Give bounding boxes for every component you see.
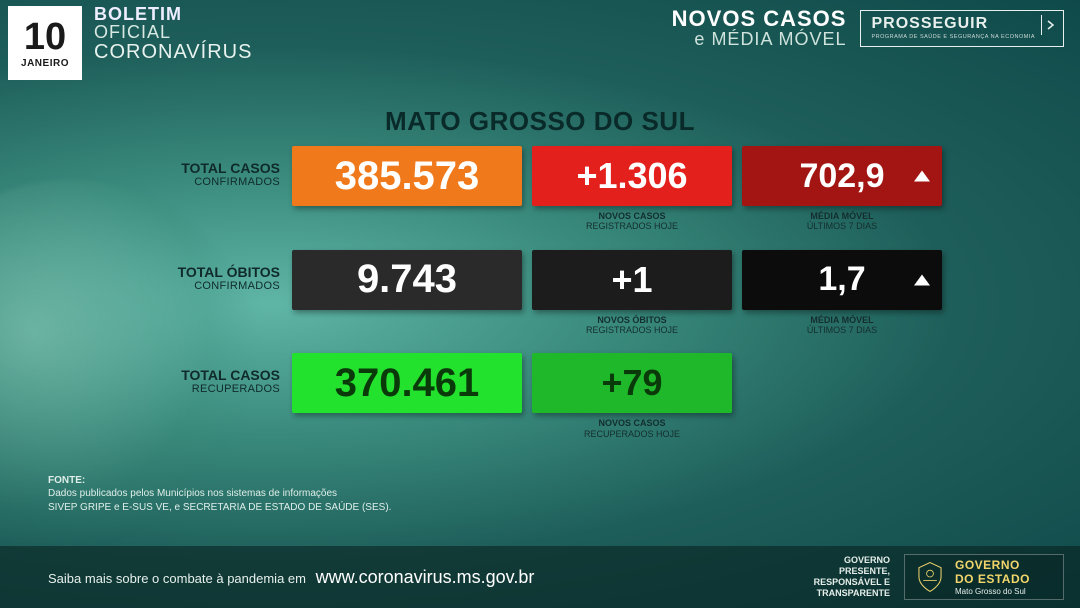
deaths-avg-sub-l1: MÉDIA MÓVEL <box>807 315 877 325</box>
gov-tag-l4: TRANSPARENTE <box>814 588 890 599</box>
state-title: MATO GROSSO DO SUL <box>0 106 1080 137</box>
title-line-3: CORONAVÍRUS <box>94 41 252 64</box>
deaths-avg-cell: 1,7 MÉDIA MÓVEL ÚLTIMOS 7 DIAS <box>742 250 942 336</box>
gov-logo-l1: GOVERNO <box>955 558 1030 572</box>
subtitle-prefix: e <box>694 29 711 49</box>
cases-new-box: +1.306 <box>532 146 732 206</box>
footer-url[interactable]: www.coronavirus.ms.gov.br <box>316 567 535 587</box>
date-month: JANEIRO <box>21 58 69 69</box>
subtitle-main: MÉDIA MÓVEL <box>711 29 846 49</box>
source-title: FONTE: <box>48 474 391 488</box>
date-day: 10 <box>24 18 66 56</box>
recovered-total-box: 370.461 <box>292 353 522 413</box>
row-cases-label-l2: CONFIRMADOS <box>122 176 280 188</box>
recovered-new-sub-l1: NOVOS CASOS <box>584 418 680 428</box>
footer-more: Saiba mais sobre o combate à pandemia em… <box>48 567 534 588</box>
cases-total-cell: 385.573 <box>292 146 522 206</box>
gov-tag-l2: PRESENTE, <box>814 566 890 577</box>
gov-tag-l1: GOVERNO <box>814 555 890 566</box>
row-recovered-label-l1: TOTAL CASOS <box>122 367 280 383</box>
row-deaths-cells: 9.743 +1 NOVOS ÓBITOS REGISTRADOS HOJE 1… <box>292 250 942 336</box>
row-deaths: TOTAL ÓBITOS CONFIRMADOS 9.743 +1 NOVOS … <box>122 250 952 336</box>
subtitle-block: NOVOS CASOS e MÉDIA MÓVEL <box>672 8 847 48</box>
row-cases-label: TOTAL CASOS CONFIRMADOS <box>122 146 292 188</box>
row-deaths-label-l2: CONFIRMADOS <box>122 280 280 292</box>
row-recovered-label-l2: RECUPERADOS <box>122 383 280 395</box>
gov-logo-text: GOVERNO DO ESTADO Mato Grosso do Sul <box>955 558 1030 596</box>
prosseguir-sub: PROGRAMA DE SAÚDE E SEGURANÇA NA ECONOMI… <box>871 34 1035 40</box>
row-recovered-cells: 370.461 +79 NOVOS CASOS RECUPERADOS HOJE <box>292 353 732 439</box>
recovered-new-cell: +79 NOVOS CASOS RECUPERADOS HOJE <box>532 353 732 439</box>
gov-tag-l3: RESPONSÁVEL E <box>814 577 890 588</box>
stats-rows: TOTAL CASOS CONFIRMADOS 385.573 +1.306 N… <box>122 146 952 457</box>
cases-new-cell: +1.306 NOVOS CASOS REGISTRADOS HOJE <box>532 146 732 232</box>
trend-up-icon <box>914 274 930 285</box>
deaths-total-box: 9.743 <box>292 250 522 310</box>
date-box: 10 JANEIRO <box>8 6 82 80</box>
gov-logo-l3: Mato Grosso do Sul <box>955 587 1030 596</box>
row-recovered: TOTAL CASOS RECUPERADOS 370.461 +79 NOVO… <box>122 353 952 439</box>
cases-new-sub: NOVOS CASOS REGISTRADOS HOJE <box>586 211 678 232</box>
recovered-new-box: +79 <box>532 353 732 413</box>
recovered-total-cell: 370.461 <box>292 353 522 413</box>
deaths-new-sub-l1: NOVOS ÓBITOS <box>586 315 678 325</box>
prosseguir-badge: PROSSEGUIR PROGRAMA DE SAÚDE E SEGURANÇA… <box>860 10 1064 47</box>
title-line-2: OFICIAL <box>94 22 252 43</box>
source-line-1: Dados publicados pelos Municípios nos si… <box>48 487 391 501</box>
row-deaths-label-l1: TOTAL ÓBITOS <box>122 264 280 280</box>
prosseguir-title: PROSSEGUIR <box>871 15 1035 33</box>
deaths-new-box: +1 <box>532 250 732 310</box>
row-cases-label-l1: TOTAL CASOS <box>122 160 280 176</box>
deaths-avg-sub-l2: ÚLTIMOS 7 DIAS <box>807 325 877 335</box>
gov-block: GOVERNO PRESENTE, RESPONSÁVEL E TRANSPAR… <box>814 554 1064 600</box>
subtitle-line-1: NOVOS CASOS <box>672 8 847 30</box>
deaths-new-sub: NOVOS ÓBITOS REGISTRADOS HOJE <box>586 315 678 336</box>
recovered-new-sub: NOVOS CASOS RECUPERADOS HOJE <box>584 418 680 439</box>
trend-up-icon <box>914 171 930 182</box>
row-cases: TOTAL CASOS CONFIRMADOS 385.573 +1.306 N… <box>122 146 952 232</box>
source-line-2: SIVEP GRIPE e E-SUS VE, e SECRETARIA DE … <box>48 501 391 515</box>
gov-tagline: GOVERNO PRESENTE, RESPONSÁVEL E TRANSPAR… <box>814 555 890 598</box>
deaths-avg-box: 1,7 <box>742 250 942 310</box>
gov-logo-l2: DO ESTADO <box>955 572 1030 586</box>
deaths-new-cell: +1 NOVOS ÓBITOS REGISTRADOS HOJE <box>532 250 732 336</box>
header: 10 JANEIRO BOLETIM OFICIAL CORONAVÍRUS N… <box>0 0 1080 78</box>
cases-avg-sub-l2: ÚLTIMOS 7 DIAS <box>807 221 877 231</box>
chevron-right-icon <box>1041 15 1059 35</box>
footer-bar: Saiba mais sobre o combate à pandemia em… <box>0 546 1080 608</box>
cases-new-sub-l2: REGISTRADOS HOJE <box>586 221 678 231</box>
gov-logo: GOVERNO DO ESTADO Mato Grosso do Sul <box>904 554 1064 600</box>
row-recovered-label: TOTAL CASOS RECUPERADOS <box>122 353 292 395</box>
row-deaths-label: TOTAL ÓBITOS CONFIRMADOS <box>122 250 292 292</box>
cases-avg-sub: MÉDIA MÓVEL ÚLTIMOS 7 DIAS <box>807 211 877 232</box>
crest-icon <box>913 560 947 594</box>
bulletin-title: BOLETIM OFICIAL CORONAVÍRUS <box>94 4 252 64</box>
cases-total-box: 385.573 <box>292 146 522 206</box>
deaths-new-sub-l2: REGISTRADOS HOJE <box>586 325 678 335</box>
deaths-avg-sub: MÉDIA MÓVEL ÚLTIMOS 7 DIAS <box>807 315 877 336</box>
header-right: NOVOS CASOS e MÉDIA MÓVEL PROSSEGUIR PRO… <box>672 8 1064 48</box>
subtitle-line-2: e MÉDIA MÓVEL <box>672 30 847 48</box>
footer-more-prefix: Saiba mais sobre o combate à pandemia em <box>48 571 306 586</box>
cases-avg-box: 702,9 <box>742 146 942 206</box>
deaths-total-cell: 9.743 <box>292 250 522 310</box>
cases-avg-sub-l1: MÉDIA MÓVEL <box>807 211 877 221</box>
cases-new-sub-l1: NOVOS CASOS <box>586 211 678 221</box>
source-block: FONTE: Dados publicados pelos Municípios… <box>48 474 391 515</box>
cases-avg-cell: 702,9 MÉDIA MÓVEL ÚLTIMOS 7 DIAS <box>742 146 942 232</box>
row-cases-cells: 385.573 +1.306 NOVOS CASOS REGISTRADOS H… <box>292 146 942 232</box>
recovered-new-sub-l2: RECUPERADOS HOJE <box>584 429 680 439</box>
